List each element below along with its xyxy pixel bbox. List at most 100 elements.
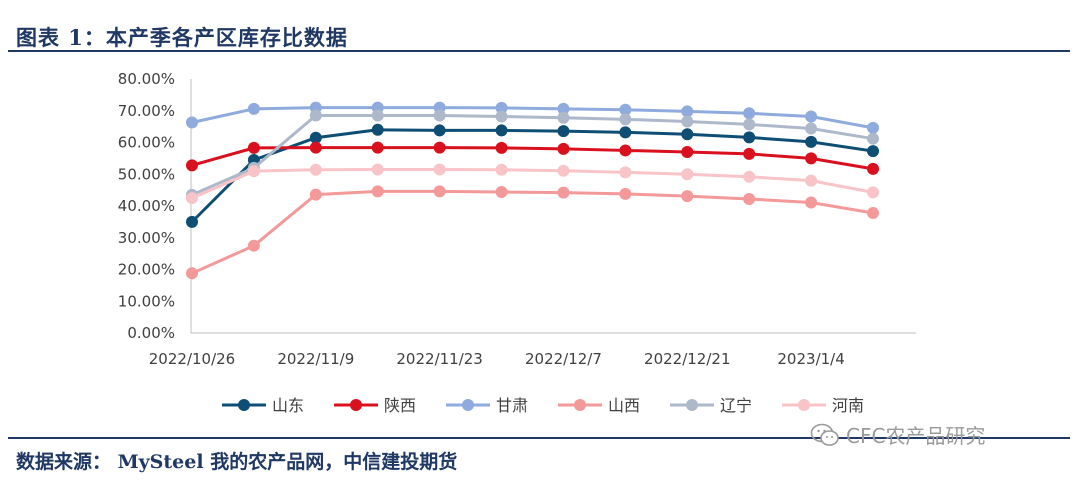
data-point <box>619 113 632 126</box>
x-tick-label: 2022/10/26 <box>149 350 235 368</box>
data-point <box>371 163 384 176</box>
data-point <box>805 135 818 148</box>
legend-marker <box>238 399 250 411</box>
data-point <box>433 141 446 154</box>
data-point <box>309 109 322 122</box>
y-tick-label: 0.00% <box>127 324 175 342</box>
data-point <box>619 144 632 157</box>
page-title: 图表 1：本产季各产区库存比数据 <box>16 25 348 50</box>
data-point <box>867 132 879 145</box>
source-note: 数据来源： MySteel 我的农产品网，中信建投期货 <box>16 451 458 473</box>
series-line <box>190 128 874 223</box>
legend-marker <box>686 399 698 411</box>
data-point <box>743 193 756 206</box>
series-1 <box>186 123 879 228</box>
legend-marker <box>462 399 474 411</box>
data-point <box>186 159 198 172</box>
data-point <box>495 124 508 137</box>
data-point <box>495 163 508 176</box>
series-4 <box>186 185 879 280</box>
data-point <box>681 190 694 203</box>
data-point <box>681 105 694 118</box>
data-point <box>309 141 322 154</box>
x-tick-label: 2022/11/9 <box>277 350 354 368</box>
data-point <box>557 186 570 199</box>
title-divider <box>8 50 1070 52</box>
chart-axes: 0.00% 10.00% 20.00% 30.00% 40.00% 50.00% 60.00… <box>118 70 916 368</box>
watermark-text: CFC农产品研究 <box>846 424 986 448</box>
data-point <box>867 121 879 134</box>
data-point <box>186 215 198 228</box>
line-chart: 0.00% 10.00% 20.00% 30.00% 40.00% 50.00% 60.00… <box>118 70 916 415</box>
data-point <box>805 152 818 165</box>
data-point <box>186 116 198 129</box>
data-point <box>743 147 756 160</box>
data-point <box>619 103 632 116</box>
legend-item: 陕西 <box>334 396 416 415</box>
data-point <box>371 123 384 136</box>
data-point <box>186 267 198 280</box>
data-point <box>805 196 818 209</box>
series-line <box>191 167 874 200</box>
data-point <box>247 141 260 154</box>
y-tick-label: 40.00% <box>118 197 175 215</box>
legend-item: 辽宁 <box>670 396 752 415</box>
legend-label: 山东 <box>272 396 304 415</box>
data-point <box>557 164 570 177</box>
legend-item: 河南 <box>782 396 864 415</box>
data-point <box>309 131 322 144</box>
data-point <box>805 110 818 123</box>
data-point <box>186 192 198 205</box>
data-point <box>681 115 694 128</box>
y-tick-label: 70.00% <box>118 102 175 120</box>
series-line <box>191 189 874 275</box>
legend-label: 甘肃 <box>496 396 528 415</box>
data-point <box>433 109 446 122</box>
data-point <box>309 188 322 201</box>
x-tick-label: 2022/12/21 <box>644 350 730 368</box>
data-point <box>619 126 632 139</box>
legend-item: 山西 <box>558 396 640 415</box>
data-point <box>681 146 694 159</box>
legend-label: 河南 <box>832 396 864 415</box>
data-point <box>867 186 879 199</box>
data-point <box>495 110 508 123</box>
data-point <box>371 109 384 122</box>
data-point <box>743 170 756 183</box>
watermark: CFC农产品研究 <box>810 420 985 449</box>
x-tick-label: 2022/11/23 <box>396 350 482 368</box>
data-point <box>309 163 322 176</box>
data-point <box>867 162 879 175</box>
data-point <box>495 186 508 199</box>
data-point <box>495 141 508 154</box>
legend-marker <box>574 399 586 411</box>
y-tick-label: 10.00% <box>118 292 175 310</box>
series-2 <box>186 141 879 175</box>
data-point <box>557 125 570 138</box>
data-point <box>681 168 694 181</box>
data-point <box>867 145 879 158</box>
data-point <box>805 174 818 187</box>
data-point <box>619 187 632 200</box>
data-point <box>557 102 570 115</box>
data-point <box>867 206 879 219</box>
chart-series <box>186 101 879 280</box>
y-tick-label: 30.00% <box>118 229 175 247</box>
data-point <box>371 185 384 198</box>
y-tick-label: 80.00% <box>118 70 175 88</box>
data-point <box>247 239 260 252</box>
data-point <box>743 107 756 120</box>
y-tick-label: 60.00% <box>118 134 175 152</box>
data-point <box>557 111 570 124</box>
data-point <box>247 165 260 178</box>
legend-item: 山东 <box>222 396 304 415</box>
legend-label: 辽宁 <box>720 396 752 415</box>
data-point <box>433 124 446 137</box>
legend-label: 山西 <box>608 396 640 415</box>
data-point <box>805 122 818 135</box>
chart-legend: 山东 陕西 甘肃 山西 辽宁 河南 <box>222 396 864 415</box>
data-point <box>743 131 756 144</box>
data-point <box>433 185 446 198</box>
y-tick-label: 50.00% <box>118 165 175 183</box>
series-line <box>191 146 874 171</box>
